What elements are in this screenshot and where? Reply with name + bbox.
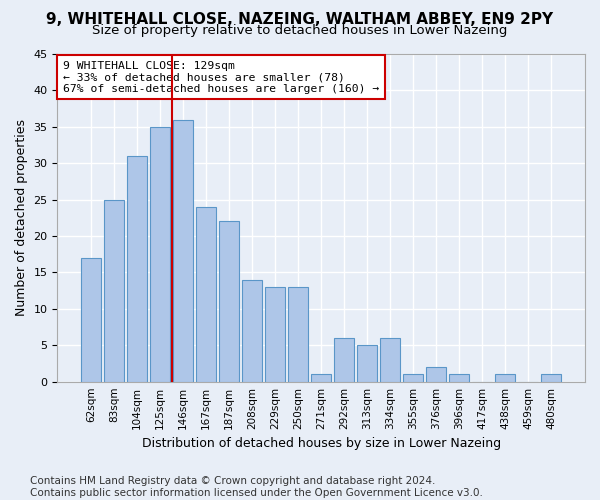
Bar <box>358 346 377 382</box>
Bar <box>82 258 101 382</box>
Bar <box>403 374 423 382</box>
Bar <box>104 200 124 382</box>
Bar <box>151 127 170 382</box>
Bar <box>311 374 331 382</box>
Text: Size of property relative to detached houses in Lower Nazeing: Size of property relative to detached ho… <box>92 24 508 37</box>
Bar <box>173 120 193 382</box>
Text: 9, WHITEHALL CLOSE, NAZEING, WALTHAM ABBEY, EN9 2PY: 9, WHITEHALL CLOSE, NAZEING, WALTHAM ABB… <box>46 12 554 26</box>
Bar <box>196 207 216 382</box>
Bar <box>127 156 147 382</box>
Bar <box>334 338 354 382</box>
Bar <box>289 287 308 382</box>
Bar <box>380 338 400 382</box>
Bar <box>496 374 515 382</box>
X-axis label: Distribution of detached houses by size in Lower Nazeing: Distribution of detached houses by size … <box>142 437 501 450</box>
Bar <box>427 367 446 382</box>
Bar <box>541 374 561 382</box>
Bar <box>220 222 239 382</box>
Bar <box>242 280 262 382</box>
Bar <box>265 287 285 382</box>
Bar <box>449 374 469 382</box>
Text: 9 WHITEHALL CLOSE: 129sqm
← 33% of detached houses are smaller (78)
67% of semi-: 9 WHITEHALL CLOSE: 129sqm ← 33% of detac… <box>62 60 379 94</box>
Y-axis label: Number of detached properties: Number of detached properties <box>15 120 28 316</box>
Text: Contains HM Land Registry data © Crown copyright and database right 2024.
Contai: Contains HM Land Registry data © Crown c… <box>30 476 483 498</box>
